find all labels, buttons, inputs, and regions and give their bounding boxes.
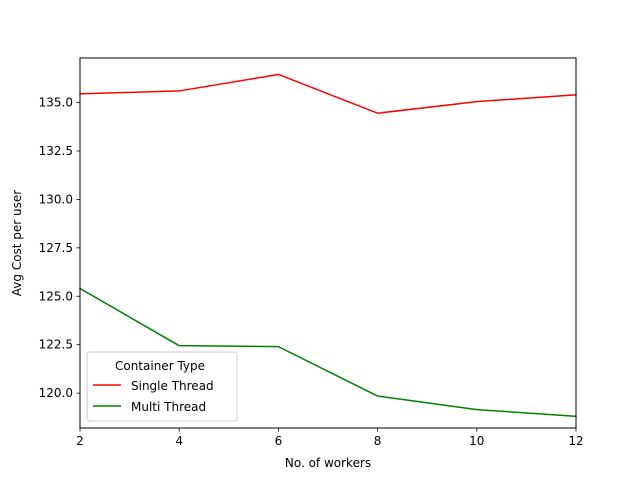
y-tick-label: 120.0 [39, 386, 73, 400]
x-tick-label: 6 [275, 434, 283, 448]
legend-box [86, 351, 238, 422]
series-line-single-thread [79, 73, 577, 114]
legend: Container Type Single Thread Multi Threa… [86, 351, 238, 422]
series-line-multi-thread [78, 287, 577, 418]
legend-label-single-thread: Single Thread [131, 379, 214, 393]
y-axis-label: Avg Cost per user [10, 190, 24, 297]
x-tick-label: 12 [568, 434, 583, 448]
legend-label-multi-thread: Multi Thread [131, 400, 206, 414]
y-tick-label: 127.5 [39, 241, 73, 255]
y-tick-label: 122.5 [39, 338, 73, 352]
series-layer [78, 73, 577, 418]
x-axis: 2 4 6 8 10 12 [76, 428, 584, 448]
y-tick-label: 130.0 [39, 192, 73, 206]
y-tick-label: 135.0 [39, 96, 73, 110]
y-axis: 120.0 122.5 125.0 127.5 130.0 132.5 135.0 [39, 96, 80, 400]
x-tick-label: 2 [76, 434, 84, 448]
x-axis-label: No. of workers [285, 456, 371, 470]
x-tick-label: 4 [175, 434, 183, 448]
plot-frame [79, 57, 577, 429]
x-tick-label: 8 [374, 434, 382, 448]
legend-title: Container Type [115, 359, 205, 373]
y-tick-label: 125.0 [39, 289, 73, 303]
y-tick-label: 132.5 [39, 144, 73, 158]
x-tick-label: 10 [469, 434, 484, 448]
